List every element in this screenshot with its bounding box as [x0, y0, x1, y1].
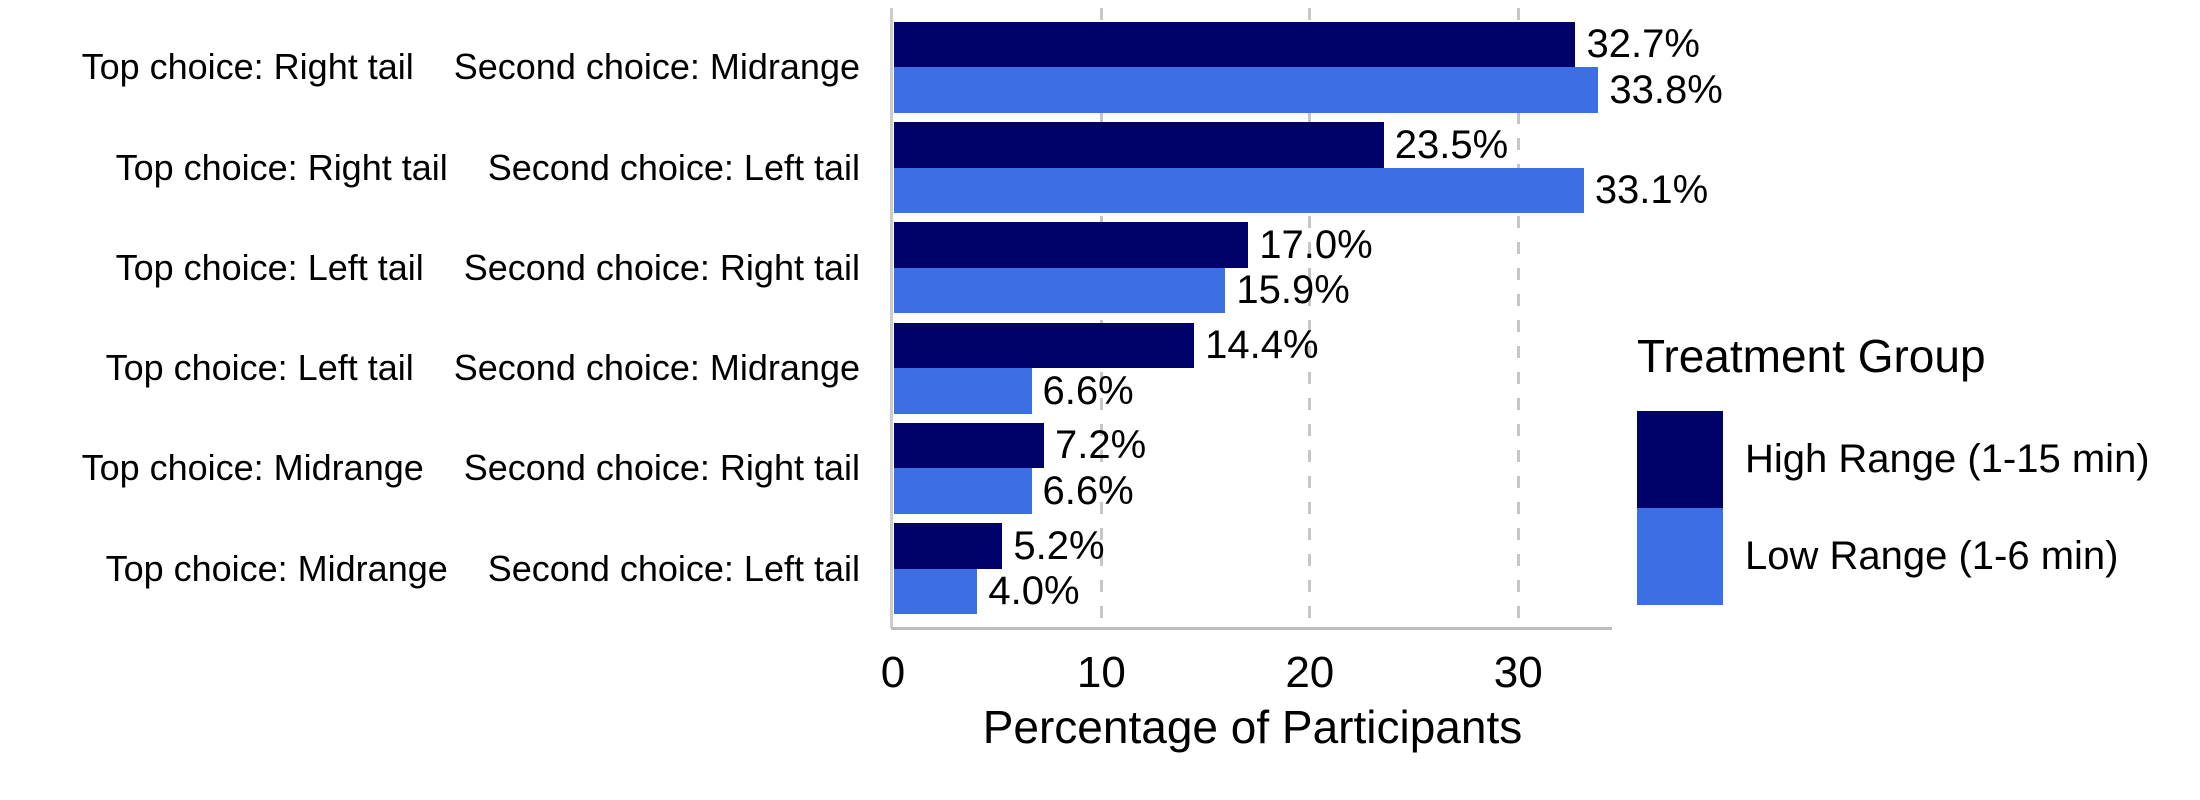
category-second-choice: Second choice: Right tail [463, 447, 860, 489]
bar-value-label: 17.0% [1259, 222, 1373, 267]
bar-high-range-row-6 [894, 523, 1003, 569]
category-top-choice: Top choice: Left tail [115, 246, 424, 288]
bar-high-range-row-3 [894, 222, 1249, 268]
y-axis-line [890, 8, 893, 628]
category-second-choice: Second choice: Midrange [453, 347, 860, 389]
bar-low-range-row-3 [894, 267, 1226, 314]
legend-entry-low-range: Low Range (1-6 min) [1637, 507, 2197, 605]
gridline-x-10 [1099, 8, 1103, 627]
category-top-choice: Top choice: Midrange [105, 547, 448, 589]
legend-label-low-range: Low Range (1-6 min) [1745, 533, 2119, 578]
bar-value-label: 23.5% [1394, 122, 1509, 167]
bar-value-label: 7.2% [1055, 423, 1147, 468]
bar-value-label: 33.8% [1609, 67, 1723, 112]
legend: Treatment Group High Range (1-15 min) Lo… [1637, 330, 2197, 605]
category-label-row-2: Top choice: Right tail Second choice: Lef… [0, 122, 860, 213]
bar-high-range-row-1 [894, 21, 1576, 68]
gridline-x-20 [1308, 8, 1312, 627]
category-top-choice: Top choice: Right tail [81, 46, 414, 88]
category-label-row-1: Top choice: Right tail Second choice: Mid… [0, 22, 860, 113]
bar-value-label: 5.2% [1013, 523, 1105, 568]
bar-value-label: 6.6% [1042, 368, 1134, 413]
bar-value-label: 33.1% [1594, 168, 1709, 212]
category-second-choice: Second choice: Midrange [453, 46, 860, 88]
category-top-choice: Top choice: Midrange [81, 447, 424, 489]
bar-value-label: 6.6% [1042, 468, 1134, 513]
plot-area: 32.7% 33.8% 23.5% 33.1% 17.0% 15.9% 14.4% 6.6% 7… [893, 8, 1723, 627]
category-second-choice: Second choice: Right tail [463, 246, 860, 288]
bar-low-range-row-4 [894, 368, 1032, 414]
bar-value-label: 32.7% [1586, 22, 1700, 67]
bar-value-label: 15.9% [1236, 268, 1350, 313]
gridline-x-30 [1516, 8, 1520, 627]
bar-high-range-row-4 [894, 322, 1195, 369]
bar-value-label: 4.0% [988, 569, 1080, 614]
bar-low-range-row-2 [894, 167, 1584, 213]
x-axis-line [891, 627, 1612, 630]
category-label-row-4: Top choice: Left tail Second choice: Midr… [0, 323, 860, 414]
bar-low-range-row-5 [894, 468, 1032, 514]
bar-value-label: 14.4% [1205, 323, 1319, 368]
bar-low-range-row-6 [894, 568, 978, 615]
category-second-choice: Second choice: Left tail [487, 146, 860, 188]
category-second-choice: Second choice: Left tail [487, 547, 860, 589]
x-tick-label-20: 20 [1285, 648, 1335, 697]
legend-swatch-low-range-icon [1637, 507, 1723, 605]
legend-entry-high-range: High Range (1-15 min) [1637, 410, 2197, 508]
x-tick-label-10: 10 [1076, 648, 1126, 697]
category-axis: Top choice: Right tail Second choice: Mid… [0, 8, 860, 627]
x-axis-title: Percentage of Participants [982, 701, 1523, 753]
category-label-row-6: Top choice: Midrange Second choice: Left … [0, 523, 860, 614]
x-tick-label-30: 30 [1493, 648, 1543, 697]
category-label-row-3: Top choice: Left tail Second choice: Righ… [0, 222, 860, 313]
bar-low-range-row-1 [894, 67, 1599, 113]
bar-high-range-row-5 [894, 422, 1045, 469]
x-tick-label-0: 0 [880, 648, 906, 697]
bar-high-range-row-2 [894, 122, 1384, 168]
legend-title: Treatment Group [1637, 330, 1986, 382]
legend-swatch-high-range-icon [1637, 410, 1723, 508]
category-top-choice: Top choice: Right tail [115, 146, 448, 188]
category-label-row-5: Top choice: Midrange Second choice: Right… [0, 423, 860, 514]
category-top-choice: Top choice: Left tail [105, 347, 414, 389]
legend-label-high-range: High Range (1-15 min) [1745, 436, 2150, 481]
